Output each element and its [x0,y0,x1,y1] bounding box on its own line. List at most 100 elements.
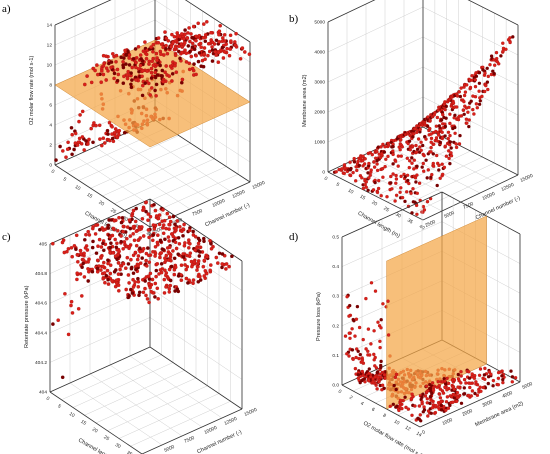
data-point [462,386,466,390]
data-point [353,334,357,338]
y-tick-label: 12500 [231,189,246,200]
x-tick-label: 5 [62,176,68,183]
data-point [474,74,479,78]
data-point [161,208,165,212]
data-point [386,299,390,303]
data-point [394,372,399,377]
data-point [140,93,145,98]
data-point [191,24,196,29]
data-point [446,136,450,141]
z-tick-label: 1000 [314,140,325,146]
z-tick-label: 0.0 [332,383,339,389]
data-point [455,395,460,400]
data-point [151,233,156,237]
data-point [198,274,202,279]
data-point [228,33,233,38]
data-point [151,238,155,243]
data-point [430,172,434,177]
data-point [456,117,461,122]
data-point [396,154,401,158]
z-tick-label: 5000 [314,20,325,26]
data-point [414,143,418,148]
data-point [449,154,454,158]
x-tick-label: 10 [74,184,82,192]
data-point [115,67,120,72]
data-point [144,52,149,57]
panel-b-points [332,35,515,216]
data-point [379,145,383,149]
data-point [107,120,112,125]
data-point [61,149,65,153]
data-point [400,195,405,200]
data-point [392,383,396,388]
data-point [465,83,469,87]
data-point [435,153,439,158]
data-point [76,307,81,311]
axis-edge [141,408,243,454]
data-point [366,188,370,192]
data-point [125,76,130,81]
data-point [136,280,141,284]
data-point [128,234,133,238]
data-point [78,248,83,253]
data-point [444,104,448,109]
grid-line [89,373,183,437]
data-point [176,252,180,256]
data-point [101,136,106,140]
data-point [153,281,158,286]
data-point [340,167,344,171]
grid-line [129,355,223,419]
data-point [202,274,206,278]
data-point [440,162,444,166]
data-point [463,90,468,94]
data-point [150,86,154,90]
data-point [375,168,380,173]
data-point [447,156,451,161]
data-point [373,364,377,368]
data-point [104,78,108,82]
panel-c: c) 0510152025303540250050007500100001250… [2,198,258,454]
data-point [72,147,76,152]
data-point [419,148,423,152]
data-point [354,317,359,321]
data-point [163,30,167,34]
data-point [471,107,475,112]
data-point [143,81,147,85]
data-point [100,69,104,73]
z-tick-label: 0 [49,163,52,169]
data-point [182,36,186,41]
grid-line [149,317,243,380]
data-point [354,355,358,360]
data-point [379,359,383,364]
data-point [423,394,428,398]
data-point [131,232,135,236]
data-point [113,254,118,258]
data-point [499,54,503,58]
data-point [221,56,226,60]
data-point [63,292,67,296]
x-tick-label: 10 [68,411,76,419]
data-point [79,252,83,256]
data-point [209,263,213,267]
data-point [202,258,207,263]
data-point [421,161,425,166]
data-point [196,241,201,246]
data-point [217,251,222,256]
data-point [141,290,146,295]
data-point [180,32,184,36]
data-point [121,81,126,85]
z-tick-label: 3000 [314,80,325,86]
data-point [129,257,133,262]
data-point [383,145,387,149]
data-point [467,370,471,374]
data-point [70,311,75,315]
data-point [196,236,201,241]
data-point [180,77,185,82]
data-point [508,40,512,45]
y-tick-label: 5000 [443,210,455,220]
data-point [470,389,475,393]
data-point [155,286,160,291]
data-point [139,57,143,61]
data-point [382,150,387,154]
